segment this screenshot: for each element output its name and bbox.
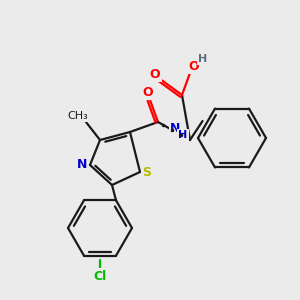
Text: Cl: Cl [93,269,106,283]
Text: CH₃: CH₃ [68,111,88,121]
Text: O: O [143,85,153,98]
Text: H: H [178,130,188,140]
Text: N: N [77,158,87,170]
Text: O: O [150,68,160,80]
Text: H: H [198,54,208,64]
Text: O: O [189,59,199,73]
Text: S: S [142,167,152,179]
Text: N: N [170,122,180,134]
